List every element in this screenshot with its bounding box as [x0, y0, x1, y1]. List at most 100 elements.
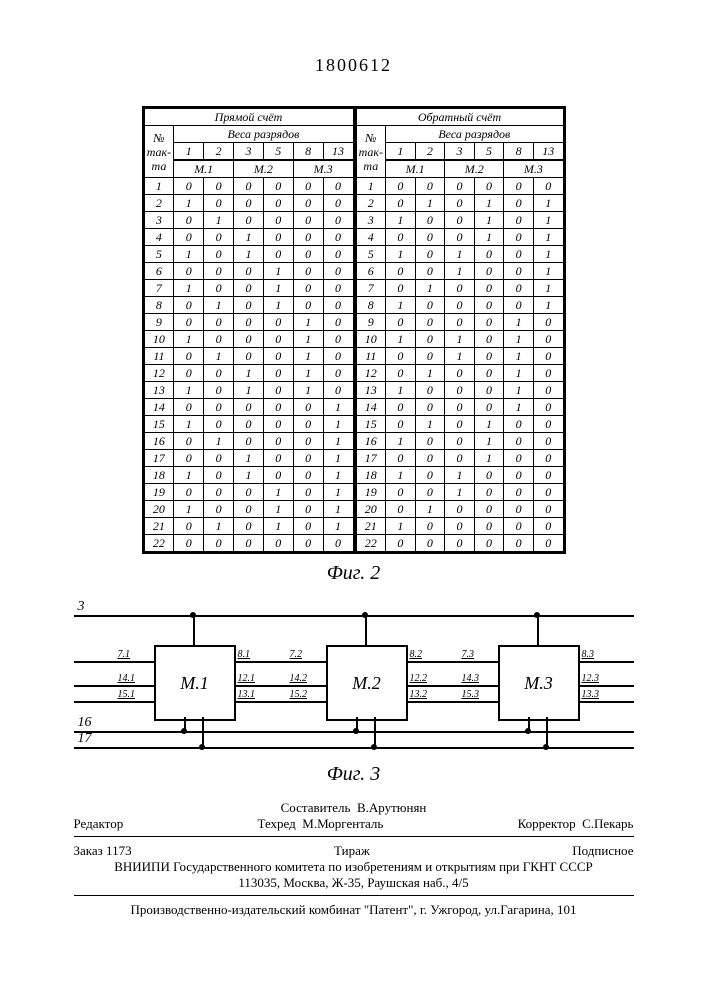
- bit-cell: 0: [234, 331, 264, 348]
- bit-cell: 0: [293, 246, 323, 263]
- bit-cell: 1: [504, 365, 534, 382]
- bit-cell: 0: [504, 195, 534, 212]
- bit-cell: 0: [204, 195, 234, 212]
- table-row: 8010100: [144, 297, 353, 314]
- bit-cell: 0: [234, 212, 264, 229]
- bit-cell: 0: [474, 178, 504, 195]
- bit-cell: 0: [293, 263, 323, 280]
- takta-cell: 6: [144, 263, 174, 280]
- bit-cell: 0: [504, 263, 534, 280]
- bit-cell: 0: [386, 365, 416, 382]
- bit-cell: 0: [415, 399, 445, 416]
- takta-cell: 11: [356, 348, 386, 365]
- bit-cell: 0: [474, 365, 504, 382]
- bit-cell: 0: [263, 535, 293, 552]
- bit-cell: 0: [263, 416, 293, 433]
- table-row: 6001001: [356, 263, 563, 280]
- bit-cell: 0: [474, 246, 504, 263]
- takta-header: № так- та: [356, 126, 386, 178]
- weight-col: 1: [386, 143, 416, 161]
- table-title: Обратный счёт: [356, 109, 563, 126]
- bit-cell: 1: [386, 331, 416, 348]
- mod-col: М.2: [234, 160, 294, 178]
- table-row: 12010010: [356, 365, 563, 382]
- bit-tables: Прямой счёт№ так- таВеса разрядов1235813…: [142, 106, 566, 554]
- bit-cell: 1: [386, 382, 416, 399]
- table-row: 2010101: [356, 195, 563, 212]
- bit-cell: 0: [445, 535, 475, 552]
- bit-cell: 1: [323, 433, 353, 450]
- bit-cell: 1: [445, 484, 475, 501]
- table-row: 18101000: [356, 467, 563, 484]
- takta-cell: 1: [144, 178, 174, 195]
- takta-cell: 21: [144, 518, 174, 535]
- bit-cell: 0: [293, 484, 323, 501]
- takta-cell: 15: [144, 416, 174, 433]
- bit-cell: 0: [445, 365, 475, 382]
- bit-cell: 0: [415, 348, 445, 365]
- bit-cell: 0: [445, 212, 475, 229]
- korrektor-label: Корректор: [518, 816, 576, 831]
- table-row: 14000001: [144, 399, 353, 416]
- bit-cell: 0: [234, 501, 264, 518]
- bit-cell: 0: [386, 399, 416, 416]
- table-row: 13101010: [144, 382, 353, 399]
- takta-cell: 5: [144, 246, 174, 263]
- takta-cell: 17: [144, 450, 174, 467]
- table-row: 6000100: [144, 263, 353, 280]
- table-row: 9000010: [356, 314, 563, 331]
- bit-cell: 0: [474, 263, 504, 280]
- bit-cell: 0: [474, 467, 504, 484]
- takta-cell: 7: [144, 280, 174, 297]
- takta-cell: 10: [356, 331, 386, 348]
- pin-12-3: 12.3: [582, 673, 600, 684]
- table-row: 7100100: [144, 280, 353, 297]
- bit-cell: 1: [263, 518, 293, 535]
- bit-cell: 1: [533, 297, 563, 314]
- bit-cell: 0: [445, 280, 475, 297]
- bit-cell: 0: [533, 535, 563, 552]
- bit-cell: 0: [323, 314, 353, 331]
- takta-cell: 17: [356, 450, 386, 467]
- bit-cell: 0: [234, 399, 264, 416]
- table-row: 5101000: [144, 246, 353, 263]
- weight-col: 3: [445, 143, 475, 161]
- bit-cell: 0: [386, 195, 416, 212]
- bit-cell: 1: [386, 433, 416, 450]
- bit-cell: 0: [533, 518, 563, 535]
- bit-cell: 0: [415, 212, 445, 229]
- bit-cell: 0: [234, 433, 264, 450]
- pin-12-2: 12.2: [410, 673, 428, 684]
- pin-14-1: 14.1: [118, 673, 136, 684]
- bit-cell: 0: [293, 280, 323, 297]
- weights-header: Веса разрядов: [174, 126, 353, 143]
- table-row: 21100000: [356, 518, 563, 535]
- bit-cell: 1: [533, 229, 563, 246]
- bit-cell: 1: [174, 331, 204, 348]
- bit-cell: 0: [504, 416, 534, 433]
- bit-cell: 0: [386, 416, 416, 433]
- bit-cell: 0: [445, 314, 475, 331]
- bit-cell: 0: [445, 382, 475, 399]
- weight-col: 1: [174, 143, 204, 161]
- table-row: 16010001: [144, 433, 353, 450]
- bit-cell: 0: [323, 280, 353, 297]
- bit-cell: 0: [533, 382, 563, 399]
- bit-cell: 1: [263, 263, 293, 280]
- takta-cell: 2: [144, 195, 174, 212]
- mod-col: М.3: [293, 160, 353, 178]
- takta-cell: 20: [144, 501, 174, 518]
- page: 1800612 Прямой счёт№ так- таВеса разрядо…: [0, 0, 707, 1000]
- bit-cell: 1: [234, 229, 264, 246]
- bit-cell: 0: [204, 467, 234, 484]
- takta-cell: 18: [356, 467, 386, 484]
- bit-cell: 1: [474, 416, 504, 433]
- bit-cell: 0: [474, 382, 504, 399]
- bit-cell: 0: [474, 518, 504, 535]
- tehred-name: М.Моргенталь: [302, 816, 383, 831]
- fig2-caption: Фиг. 2: [0, 562, 707, 585]
- bit-cell: 0: [415, 314, 445, 331]
- bit-cell: 0: [263, 365, 293, 382]
- bit-cell: 0: [234, 416, 264, 433]
- table-row: 10100010: [144, 331, 353, 348]
